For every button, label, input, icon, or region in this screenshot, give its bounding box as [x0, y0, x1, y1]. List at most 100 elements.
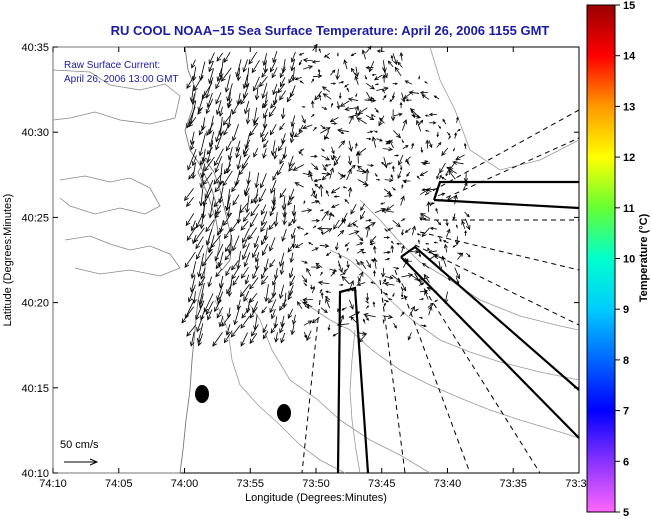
current-vector	[279, 299, 287, 312]
current-vector	[288, 219, 294, 227]
colorbar-title: Temperature (°C)	[638, 213, 650, 302]
channel-outline-south	[336, 286, 370, 474]
colorbar-tick-label: 15	[623, 0, 635, 12]
current-vector	[348, 115, 354, 124]
current-vector	[357, 234, 364, 242]
current-vector	[192, 291, 197, 305]
current-vector	[362, 318, 366, 324]
current-vector	[355, 150, 361, 164]
current-vector	[426, 201, 431, 213]
current-vector	[308, 170, 313, 182]
current-vector	[452, 160, 464, 165]
current-vector	[311, 163, 319, 171]
current-vector	[338, 140, 346, 149]
current-vector	[220, 67, 232, 82]
current-vector	[428, 305, 433, 316]
current-vector	[268, 106, 277, 118]
current-vector	[272, 172, 278, 181]
x-tick-label: 73:35	[499, 478, 527, 490]
current-vector	[366, 137, 372, 141]
current-vector	[448, 135, 451, 140]
current-vector	[197, 253, 205, 278]
current-vector	[319, 243, 330, 248]
colorbar-tick-label: 13	[623, 101, 635, 113]
current-vector	[303, 200, 306, 205]
current-vector	[325, 251, 332, 257]
current-vector	[441, 255, 447, 267]
current-vector	[202, 172, 213, 186]
current-vector	[320, 124, 326, 130]
current-vector	[333, 195, 340, 198]
current-vector	[360, 260, 367, 269]
current-vector	[298, 151, 304, 156]
current-vector	[242, 236, 249, 249]
current-vector	[304, 331, 307, 339]
current-vector	[184, 251, 196, 268]
current-vector	[429, 202, 435, 205]
current-vector	[186, 196, 195, 207]
current-vector	[198, 276, 206, 287]
colorbar-tick-label: 6	[623, 456, 629, 468]
current-vector	[417, 276, 430, 282]
current-vector	[338, 92, 342, 100]
current-vector	[268, 221, 276, 231]
current-vector	[198, 133, 206, 157]
current-vector	[387, 298, 393, 301]
current-vector	[236, 299, 242, 311]
current-vector	[384, 275, 394, 280]
current-vector	[463, 182, 468, 190]
current-vector	[186, 74, 196, 89]
current-vector	[344, 199, 350, 204]
current-vector	[374, 107, 379, 113]
current-vector	[215, 268, 222, 278]
current-vector	[212, 332, 223, 347]
current-vector	[269, 259, 276, 268]
current-vector	[443, 291, 449, 305]
current-vector	[271, 187, 277, 205]
current-vector	[215, 92, 222, 105]
current-vector	[258, 76, 268, 88]
current-vector	[464, 211, 470, 218]
current-vector	[320, 271, 323, 276]
scale-arrowhead	[89, 458, 99, 466]
current-vector	[416, 175, 421, 180]
current-vector	[314, 183, 321, 189]
current-vector	[383, 188, 392, 195]
current-vector	[195, 211, 205, 229]
current-vector	[296, 301, 303, 309]
current-vector	[290, 51, 296, 63]
current-vector	[391, 274, 402, 283]
current-vector	[312, 43, 318, 52]
current-vector	[205, 229, 213, 246]
current-vector	[280, 332, 286, 344]
current-vector	[201, 117, 206, 131]
current-vector	[437, 192, 446, 197]
current-vector	[263, 140, 269, 149]
current-vector	[439, 174, 442, 180]
current-vector	[277, 83, 286, 94]
current-vector	[364, 168, 370, 181]
current-vector	[364, 184, 369, 188]
current-vector	[411, 114, 422, 119]
current-vector	[406, 161, 410, 166]
current-vector	[401, 139, 404, 144]
current-vector	[260, 275, 269, 286]
current-vector	[369, 242, 376, 246]
current-vector	[213, 148, 224, 167]
current-vector	[464, 230, 467, 237]
x-tick-label: 73:45	[368, 478, 396, 490]
current-vector	[223, 122, 231, 136]
current-vector	[249, 123, 259, 137]
current-vector	[452, 244, 457, 248]
current-vector	[232, 275, 240, 286]
bathymetry-contour	[349, 329, 361, 474]
current-vector	[188, 117, 197, 128]
current-vector	[290, 59, 295, 72]
current-vector	[258, 188, 267, 203]
current-vector	[245, 107, 251, 125]
current-vector	[424, 114, 430, 117]
current-vector	[356, 248, 365, 254]
current-vector	[366, 45, 372, 53]
current-vector	[383, 236, 390, 239]
y-tick-label: 40:30	[21, 127, 49, 139]
